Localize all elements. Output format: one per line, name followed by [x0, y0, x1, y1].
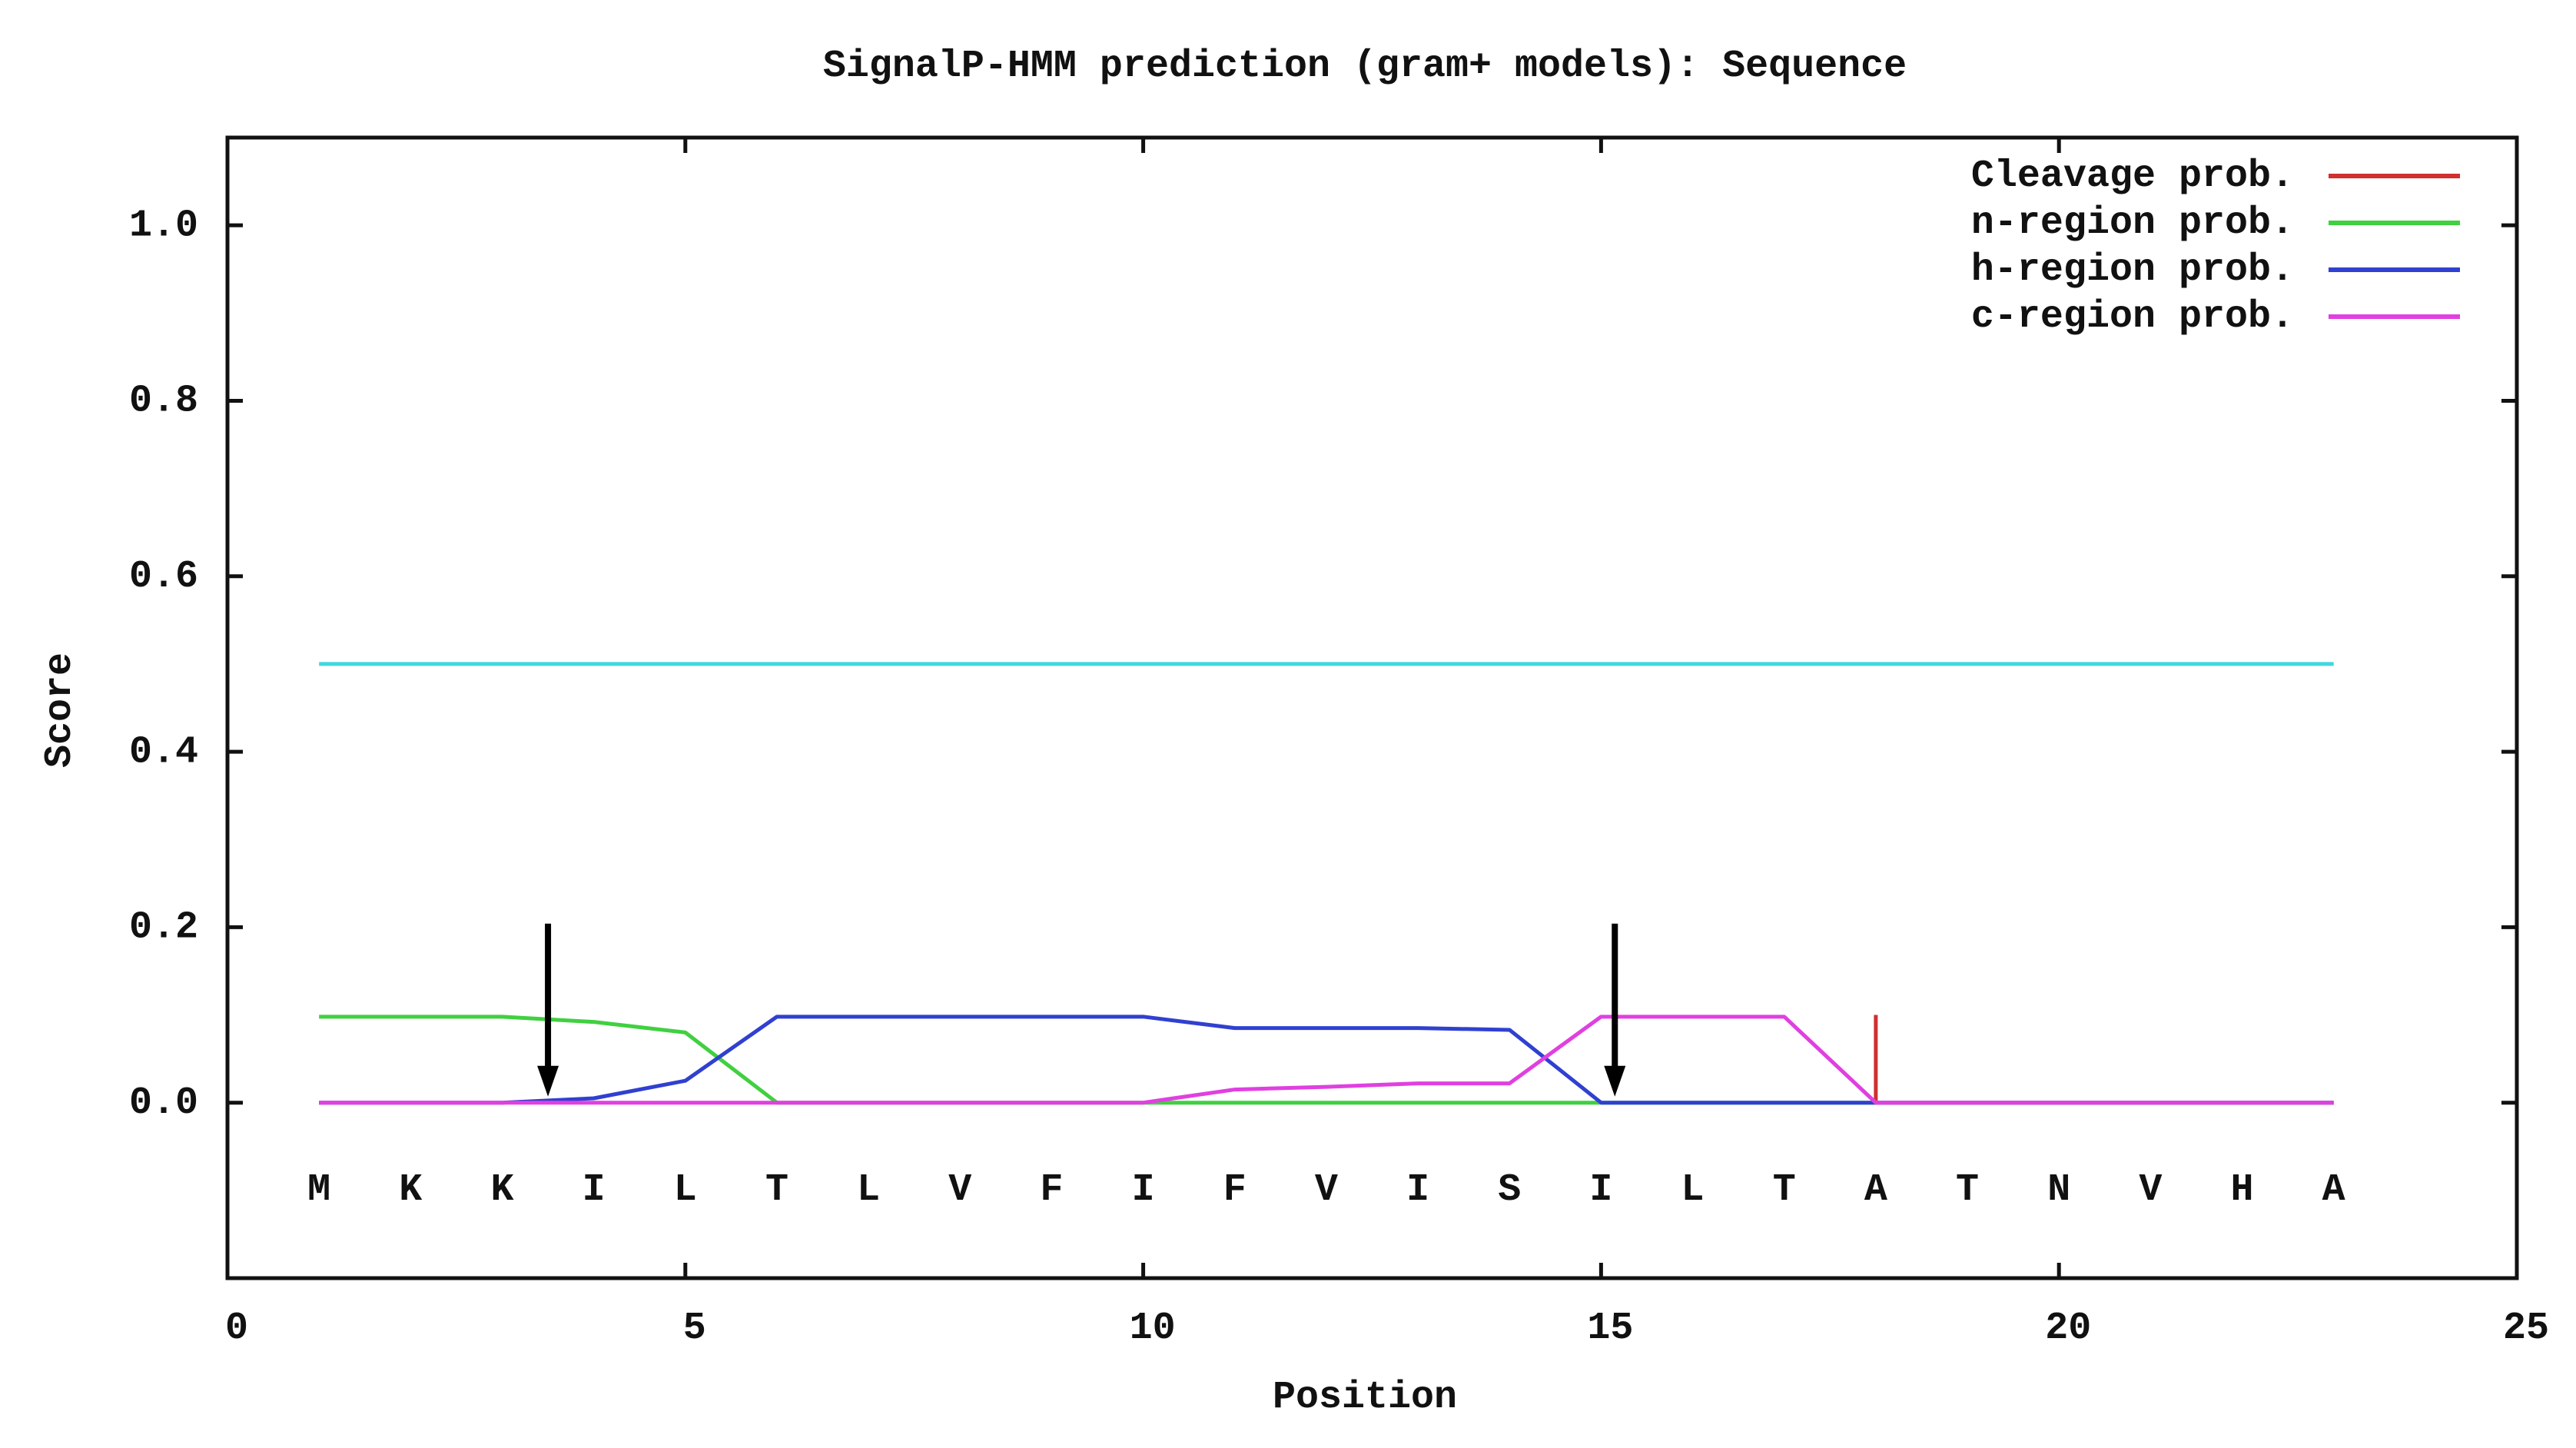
residue-label: T [1773, 1168, 1796, 1212]
x-tick-label: 5 [683, 1307, 706, 1350]
x-axis-label: Position [1273, 1376, 1457, 1420]
residue-label: V [2139, 1168, 2162, 1212]
residue-label: I [1406, 1168, 1429, 1212]
series-line [319, 1015, 2334, 1105]
x-tick-label: 20 [2045, 1307, 2091, 1350]
residue-label: L [857, 1168, 880, 1212]
legend-label: c-region prob. [1971, 295, 2294, 339]
residue-label: N [2047, 1168, 2070, 1212]
legend-label: Cleavage prob. [1971, 154, 2294, 198]
x-tick-label: 15 [1587, 1307, 1633, 1350]
y-tick-label: 0.2 [129, 906, 198, 950]
residue-label: S [1498, 1168, 1521, 1212]
y-tick-label: 0.6 [129, 555, 198, 599]
residue-label: V [948, 1168, 971, 1212]
residue-label: A [2322, 1168, 2345, 1212]
residue-label: M [307, 1168, 330, 1212]
y-tick-label: 0.8 [129, 380, 198, 423]
y-tick-label: 0.4 [129, 730, 198, 774]
x-tick-label: 0 [225, 1307, 248, 1350]
residue-label: I [1589, 1168, 1612, 1212]
legend-label: h-region prob. [1971, 248, 2294, 292]
x-tick-label: 10 [1130, 1307, 1176, 1350]
plot-frame [225, 135, 2519, 1280]
residue-label: F [1040, 1168, 1063, 1212]
residue-label: F [1223, 1168, 1247, 1212]
legend-label: n-region prob. [1971, 201, 2294, 245]
chart-title: SignalP-HMM prediction (gram+ models): S… [823, 45, 1907, 88]
residue-label: I [1132, 1168, 1155, 1212]
residue-label: T [765, 1168, 788, 1212]
arrow-head [1604, 1065, 1626, 1097]
arrow-head [537, 1065, 559, 1097]
y-tick-label: 1.0 [129, 204, 198, 247]
residue-label: H [2231, 1168, 2254, 1212]
residue-label: K [399, 1168, 422, 1212]
y-tick-label: 0.0 [129, 1081, 198, 1125]
residue-label: L [1681, 1168, 1705, 1212]
residue-label: L [674, 1168, 697, 1212]
residue-label: I [583, 1168, 606, 1212]
residue-label: T [1956, 1168, 1979, 1212]
x-tick-label: 25 [2503, 1307, 2549, 1350]
residue-label: K [490, 1168, 513, 1212]
residue-label: V [1315, 1168, 1338, 1212]
y-axis-label: Score [38, 653, 82, 768]
residue-label: A [1864, 1168, 1887, 1212]
